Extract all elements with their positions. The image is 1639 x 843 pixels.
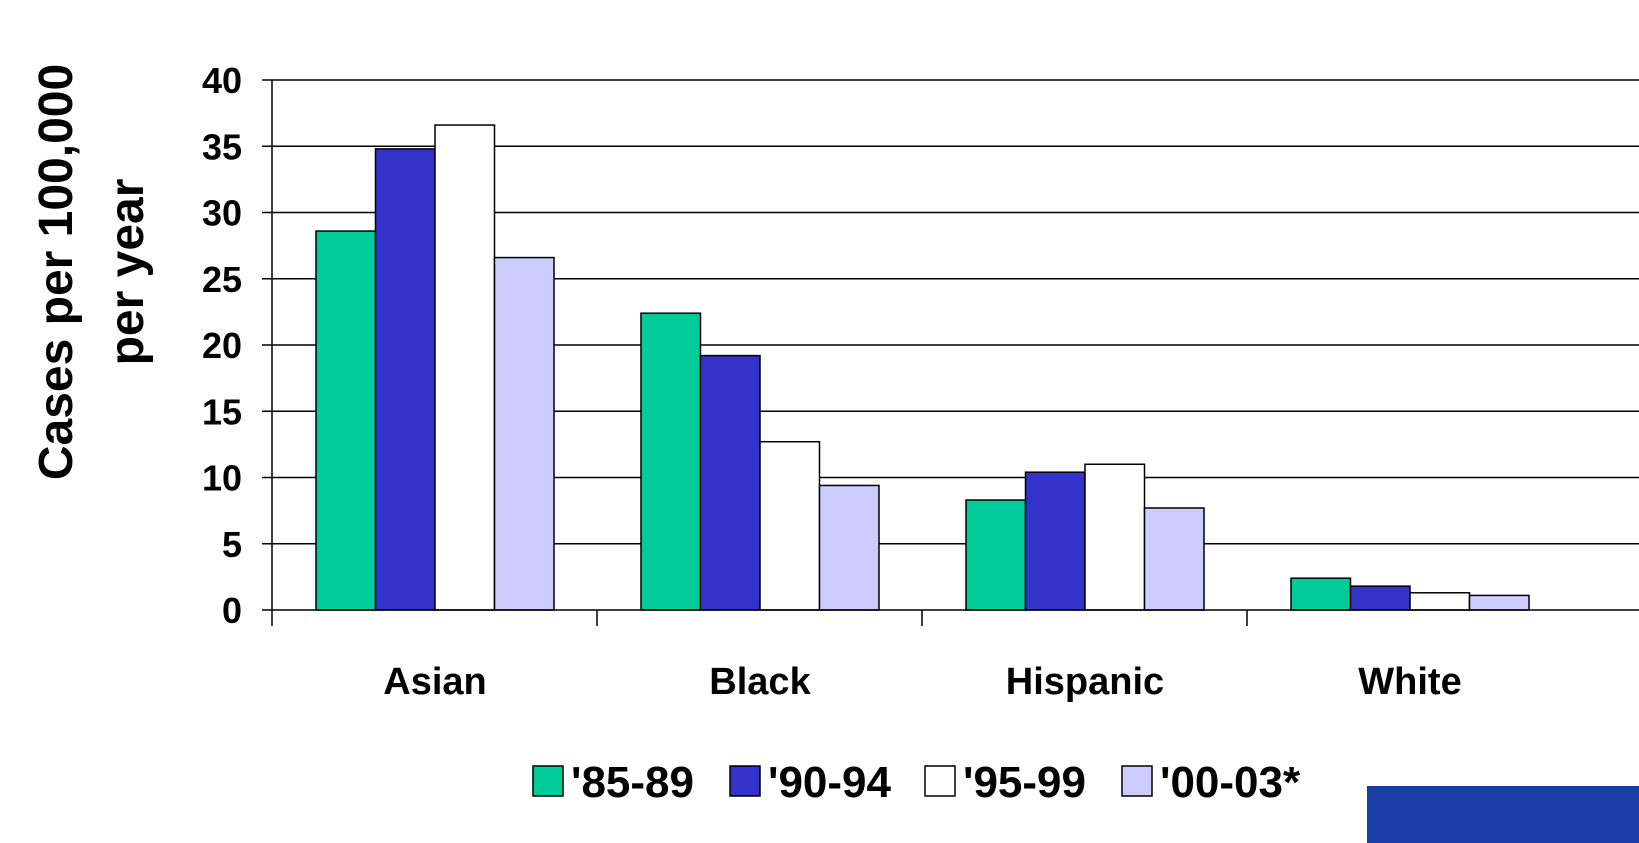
bar-hispanic-4 — [1143, 507, 1205, 611]
legend-swatch — [924, 765, 956, 797]
legend-swatch — [532, 765, 564, 797]
y-axis-label-line1: Cases per 100,000 — [30, 64, 83, 480]
category-label-white: White — [1358, 661, 1461, 703]
y-tick-labels: 0 5 10 15 20 25 30 35 40 — [202, 60, 242, 631]
legend: '85-89 '90-94 '95-99 '00-03* — [532, 758, 1301, 807]
category-label-hispanic: Hispanic — [1006, 661, 1164, 703]
bar-hispanic-3 — [1084, 463, 1146, 611]
y-tick-label: 15 — [202, 391, 242, 432]
y-tick-label: 40 — [202, 60, 242, 101]
legend-label: '95-99 — [963, 758, 1086, 807]
y-tick-label: 20 — [202, 325, 242, 366]
bars — [315, 124, 1530, 611]
y-tick-label: 0 — [222, 590, 242, 631]
bar-hispanic-1 — [965, 499, 1027, 611]
y-axis-label-line2: per year — [101, 179, 154, 366]
legend-swatch — [729, 765, 761, 797]
y-tick-label: 5 — [222, 524, 242, 565]
bar-asian-2 — [374, 148, 436, 611]
bar-white-4 — [1468, 594, 1530, 611]
legend-swatch — [1121, 765, 1153, 797]
y-tick-label: 10 — [202, 458, 242, 499]
category-labels: Asian Black Hispanic White — [383, 661, 1461, 703]
bar-hispanic-2 — [1024, 471, 1086, 611]
category-label-asian: Asian — [383, 661, 486, 703]
y-tick-label: 30 — [202, 193, 242, 234]
bar-asian-1 — [315, 230, 377, 611]
bar-black-2 — [699, 354, 761, 611]
category-label-black: Black — [709, 661, 811, 703]
y-tick-label: 35 — [202, 126, 242, 167]
corner-decoration — [1367, 786, 1639, 843]
legend-label: '90-94 — [768, 758, 892, 807]
axes — [262, 79, 1639, 626]
bar-black-1 — [640, 312, 702, 611]
bar-asian-4 — [493, 256, 555, 611]
legend-label: '85-89 — [571, 758, 694, 807]
y-tick-label: 25 — [202, 259, 242, 300]
bar-white-1 — [1290, 577, 1352, 611]
bar-black-3 — [759, 440, 821, 611]
bar-white-2 — [1349, 585, 1411, 611]
legend-label: '00-03* — [1160, 758, 1301, 807]
bar-asian-3 — [434, 124, 496, 611]
bar-white-3 — [1409, 592, 1471, 611]
bar-black-4 — [818, 484, 880, 611]
